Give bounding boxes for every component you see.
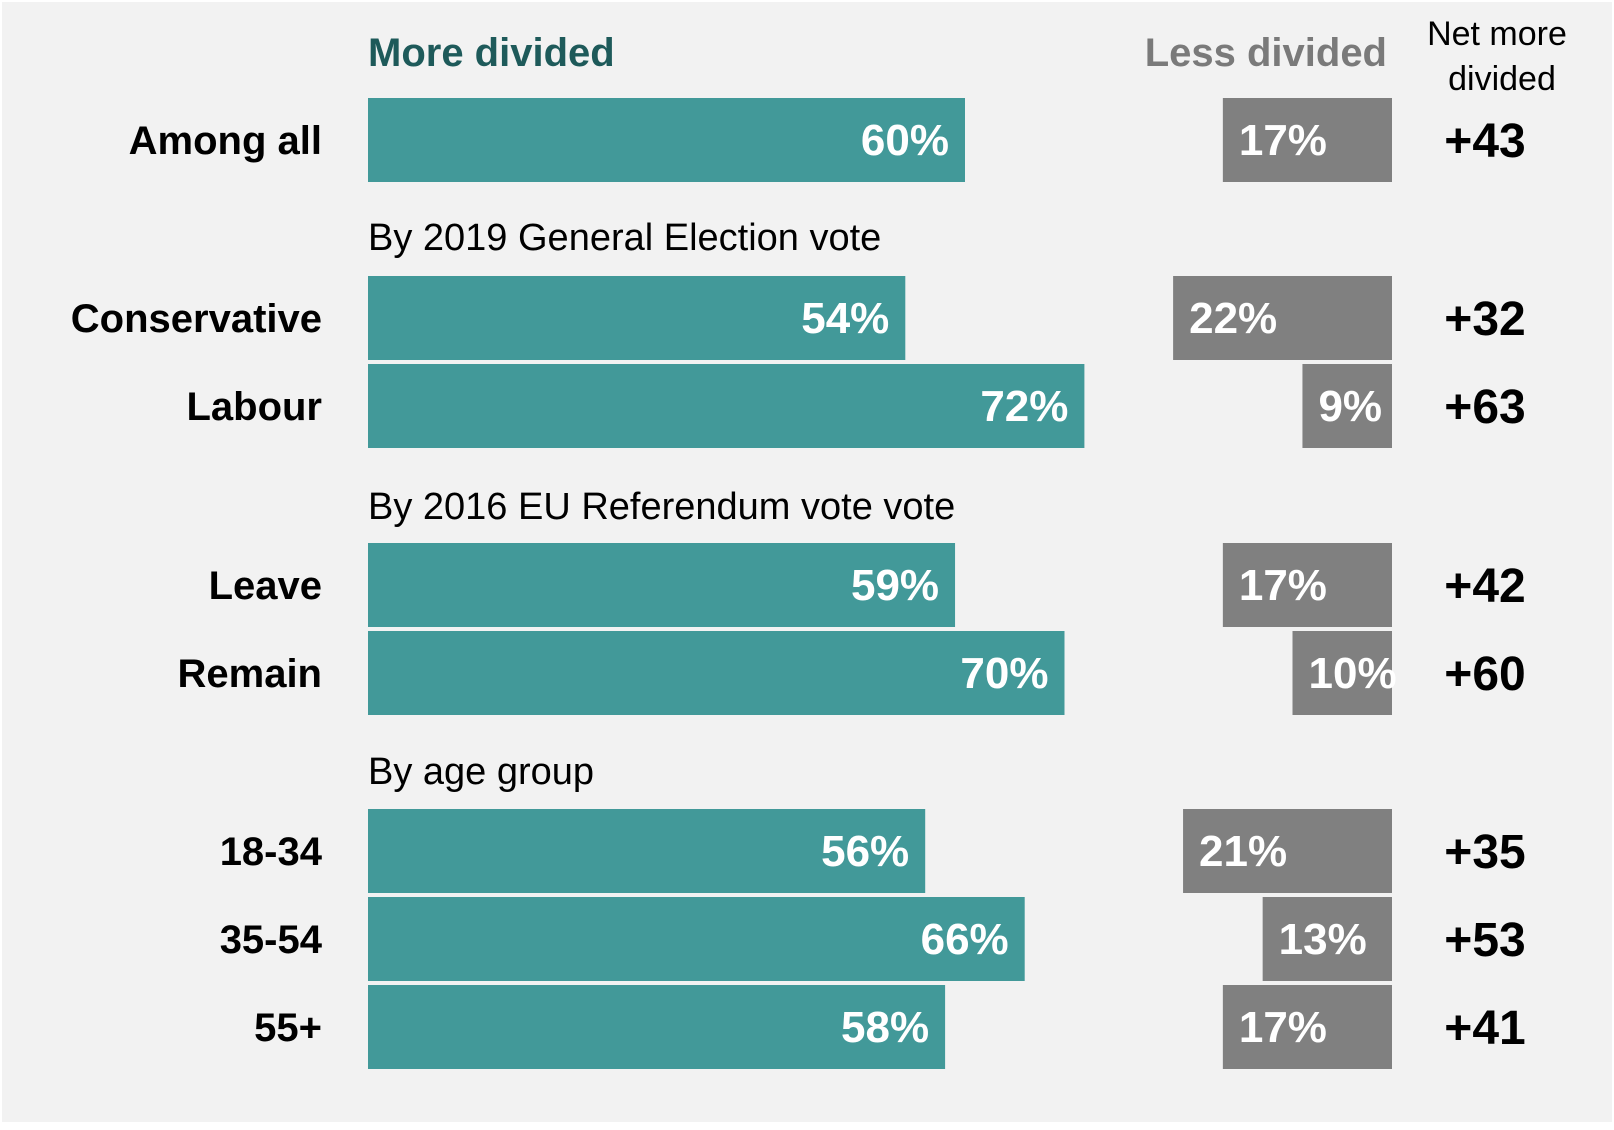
less-divided-value-label: 10% <box>1309 649 1397 698</box>
category-label: Remain <box>178 652 323 696</box>
less-divided-value-label: 17% <box>1239 561 1327 610</box>
more-divided-value-label: 56% <box>821 827 909 876</box>
category-label: 18-34 <box>220 830 323 874</box>
net-value-label: +43 <box>1444 115 1525 168</box>
less-divided-header: Less divided <box>1145 31 1387 75</box>
category-label: 35-54 <box>220 918 323 962</box>
more-divided-value-label: 58% <box>841 1003 929 1052</box>
net-value-label: +63 <box>1444 381 1525 434</box>
more-divided-bar <box>368 276 906 360</box>
more-divided-bar <box>368 364 1085 448</box>
net-value-label: +32 <box>1444 293 1525 346</box>
group-heading: By 2019 General Election vote <box>368 217 881 259</box>
more-divided-value-label: 54% <box>801 294 889 343</box>
group-heading: By age group <box>368 751 594 793</box>
less-divided-value-label: 21% <box>1199 827 1287 876</box>
more-divided-bar <box>368 98 965 182</box>
more-divided-bar <box>368 897 1025 981</box>
more-divided-value-label: 59% <box>851 561 939 610</box>
less-divided-value-label: 9% <box>1318 382 1382 431</box>
category-label: Leave <box>209 564 322 608</box>
more-divided-value-label: 70% <box>960 649 1048 698</box>
more-divided-header: More divided <box>368 31 615 75</box>
net-header-line1: Net more <box>1427 15 1567 53</box>
net-value-label: +53 <box>1444 914 1525 967</box>
more-divided-bar <box>368 543 956 627</box>
less-divided-bar <box>1183 809 1392 893</box>
more-divided-value-label: 72% <box>980 382 1068 431</box>
less-divided-bar <box>1292 631 1392 715</box>
less-divided-value-label: 17% <box>1239 1003 1327 1052</box>
more-divided-bar <box>368 985 946 1069</box>
net-header-line2: divided <box>1448 60 1556 98</box>
less-divided-bar <box>1173 276 1392 360</box>
less-divided-bar <box>1302 364 1392 448</box>
less-divided-bar <box>1222 543 1392 627</box>
category-label: Conservative <box>71 297 322 341</box>
net-value-label: +60 <box>1444 648 1525 701</box>
more-divided-bar <box>368 631 1065 715</box>
category-label: Among all <box>129 119 322 163</box>
net-value-label: +42 <box>1444 560 1525 613</box>
more-divided-value-label: 60% <box>861 116 949 165</box>
group-heading: By 2016 EU Referendum vote vote <box>368 486 955 528</box>
less-divided-value-label: 13% <box>1279 915 1367 964</box>
net-value-label: +35 <box>1444 826 1525 879</box>
category-label: Labour <box>186 385 322 429</box>
more-divided-value-label: 66% <box>921 915 1009 964</box>
net-value-label: +41 <box>1444 1002 1525 1055</box>
less-divided-value-label: 22% <box>1189 294 1277 343</box>
less-divided-bar <box>1222 98 1392 182</box>
category-label: 55+ <box>254 1006 322 1050</box>
less-divided-value-label: 17% <box>1239 116 1327 165</box>
less-divided-bar <box>1262 897 1392 981</box>
more-divided-bar <box>368 809 926 893</box>
less-divided-bar <box>1222 985 1392 1069</box>
